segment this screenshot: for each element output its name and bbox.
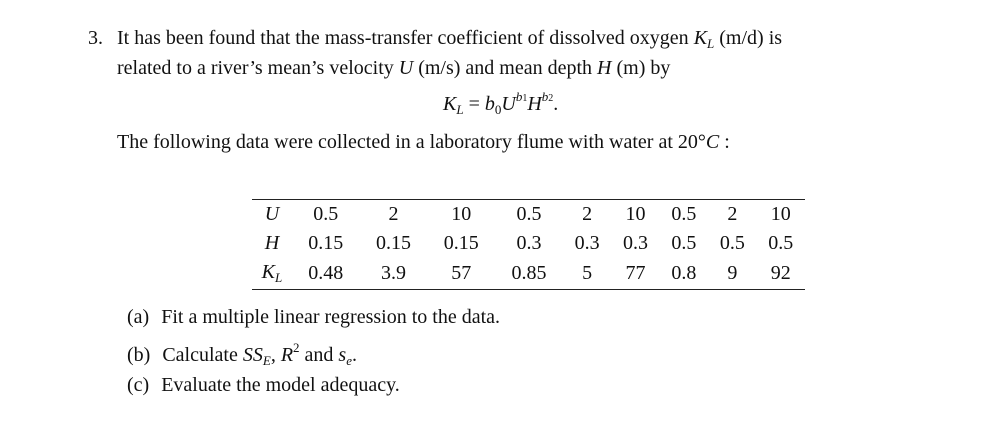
data-table: U 0.5 2 10 0.5 2 10 0.5 2 10 H 0.15 0.15 0.15 0.3 0.3 0.… [252, 199, 805, 290]
text: related to a river’s mean’s velocity [117, 57, 399, 79]
math: . [553, 93, 559, 115]
item-label: (b) [127, 344, 151, 366]
row-label: U [252, 200, 292, 230]
cell: 10 [770, 203, 791, 225]
cell: 0.48 [308, 262, 344, 284]
text: and [299, 344, 339, 366]
cell: 92 [770, 262, 791, 284]
math: K [443, 93, 457, 115]
math: b [484, 93, 495, 115]
cell: 0.15 [308, 232, 344, 254]
math: H [597, 57, 612, 79]
cell: 0.5 [671, 203, 697, 225]
text: Fit a multiple linear regression to the … [161, 306, 501, 328]
math: b [541, 89, 549, 104]
cell: 0.5 [671, 232, 697, 254]
cell: 0.15 [443, 232, 479, 254]
item: (a) Fit a multiple linear regression to t… [127, 306, 500, 329]
table-body: U 0.5 2 10 0.5 2 10 0.5 2 10 H 0.15 0.15 0.15 0.3 0.3 0.… [252, 200, 805, 290]
math: U [398, 57, 414, 79]
cell: 0.3 [623, 232, 649, 254]
item-label: (c) [127, 374, 150, 396]
math: b2 [542, 89, 554, 104]
table-row: KL 0.48 3.9 57 0.85 5 77 0.8 9 92 [252, 258, 805, 290]
text: e [346, 353, 352, 368]
math: 1 [522, 93, 528, 104]
text: 2 [293, 340, 300, 355]
text: : [719, 131, 730, 153]
problem-number: 3. [88, 27, 103, 49]
cell: 2 [388, 203, 399, 225]
text: It has been found that the mass-transfer… [117, 27, 694, 49]
line: related to a river’s mean’s velocity U (… [117, 57, 670, 80]
cell: 2 [582, 203, 593, 225]
item-label: (a) [127, 306, 150, 328]
cell: 0.3 [516, 232, 542, 254]
item: (c) Evaluate the model adequacy. [127, 374, 400, 397]
text: Calculate [162, 344, 243, 366]
text: (m) by [611, 57, 671, 79]
line: The following data were collected in a l… [117, 131, 730, 154]
cell: 0.5 [768, 232, 794, 254]
math: L [707, 36, 715, 51]
row-label: KL [252, 258, 292, 290]
text: (m/d) is [714, 27, 783, 49]
math: b1 [516, 89, 528, 104]
cell: 2 [727, 203, 738, 225]
cell: 0.5 [516, 203, 542, 225]
math: U [264, 203, 280, 225]
cell: 0.3 [574, 232, 600, 254]
cell: 0.5 [313, 203, 339, 225]
math: C [705, 131, 720, 153]
math: H [264, 232, 280, 254]
text: The following data were collected in a l… [117, 131, 706, 153]
cell: 77 [625, 262, 646, 284]
text: . [352, 344, 357, 366]
cell: 10 [451, 203, 472, 225]
text: SS [242, 344, 263, 366]
cell: 57 [451, 262, 472, 284]
text: E [262, 353, 271, 368]
cell: 0.15 [375, 232, 411, 254]
cell: 10 [625, 203, 646, 225]
text: , [270, 344, 281, 366]
math: 0 [494, 102, 502, 117]
cell: 3.9 [380, 262, 406, 284]
math: U [501, 93, 516, 115]
math: L [456, 102, 464, 117]
cell: 0.5 [719, 232, 745, 254]
text: R [280, 344, 294, 366]
text: s [338, 344, 347, 366]
math: b [515, 89, 523, 104]
math: 2 [548, 93, 554, 104]
text: Evaluate the model adequacy. [161, 374, 400, 396]
math: L [274, 270, 283, 285]
item: (b) Calculate SSE, R2 and se. [127, 340, 357, 369]
text: (m/s) and mean depth [413, 57, 598, 79]
table-row: H 0.15 0.15 0.15 0.3 0.3 0.3 0.5 0.5 0.5 [252, 229, 805, 258]
cell: 5 [582, 262, 593, 284]
cell: 9 [727, 262, 738, 284]
math: K [693, 27, 708, 49]
line: It has been found that the mass-transfer… [117, 27, 782, 52]
cell: 0.8 [671, 262, 697, 284]
row-label: H [252, 229, 292, 258]
table-row: U 0.5 2 10 0.5 2 10 0.5 2 10 [252, 200, 805, 230]
math: K [261, 261, 275, 283]
formula: KL = b0Ub1Hb2. [443, 89, 558, 118]
cell: 0.85 [511, 262, 547, 284]
math: = [463, 93, 485, 115]
math: H [527, 93, 542, 115]
